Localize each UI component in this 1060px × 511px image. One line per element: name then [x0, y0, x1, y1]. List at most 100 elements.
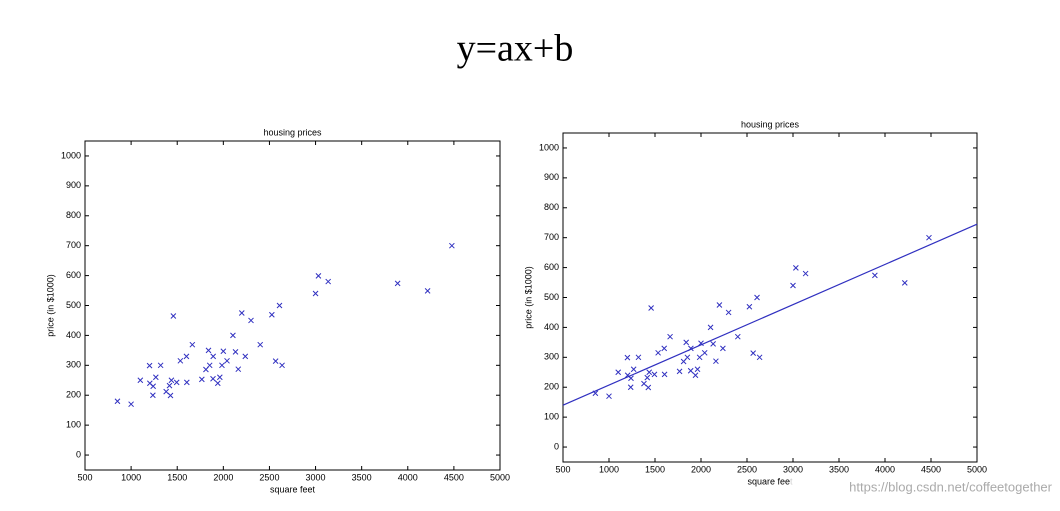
x-tick-label: 5000: [490, 472, 510, 482]
data-point: [206, 362, 213, 369]
x-tick-label: 500: [77, 472, 92, 482]
data-point: [183, 353, 190, 360]
data-point: [701, 349, 708, 356]
data-point: [754, 294, 760, 301]
data-point: [210, 353, 217, 360]
y-tick-label: 200: [66, 390, 81, 400]
y-tick-label: 100: [66, 420, 81, 430]
y-tick-label: 100: [544, 412, 559, 422]
fit-line: [562, 223, 978, 406]
x-tick-label: 2500: [259, 472, 279, 482]
data-point: [166, 382, 173, 389]
plot-area: [562, 132, 978, 463]
data-point: [150, 392, 156, 399]
data-point: [220, 348, 227, 355]
data-point: [146, 380, 153, 387]
x-tick-label: 1500: [167, 472, 187, 482]
y-tick-label: 400: [66, 330, 81, 340]
y-tick-label: 400: [544, 322, 559, 332]
data-point: [152, 374, 159, 381]
y-tick-label: 300: [66, 360, 81, 370]
watermark-bg: [790, 474, 1060, 500]
data-point: [276, 302, 283, 309]
x-tick-label: 2000: [691, 464, 711, 474]
x-tick-label: 4500: [921, 464, 941, 474]
data-point: [725, 309, 732, 316]
data-point: [624, 372, 631, 379]
y-tick-label: 1000: [539, 142, 559, 152]
data-point: [627, 384, 634, 391]
data-point: [128, 401, 134, 408]
x-tick-label: 1000: [121, 472, 141, 482]
x-tick-label: 3500: [352, 472, 372, 482]
data-point: [157, 362, 164, 369]
data-point: [235, 366, 242, 373]
data-point: [687, 367, 694, 374]
data-point: [214, 380, 221, 387]
x-tick-label: 2000: [213, 472, 233, 482]
data-point: [279, 362, 285, 369]
y-tick-label: 700: [66, 240, 81, 250]
data-point: [216, 374, 223, 381]
data-point: [257, 341, 264, 348]
data-point: [692, 372, 699, 379]
data-point: [661, 371, 668, 378]
data-point: [173, 379, 180, 386]
data-point: [926, 234, 932, 241]
data-point: [667, 333, 673, 340]
data-point: [661, 345, 668, 352]
x-tick-label: 4500: [444, 472, 464, 482]
y-tick-label: 600: [544, 262, 559, 272]
data-point: [901, 279, 908, 286]
data-point: [790, 282, 796, 289]
y-tick-label: 800: [544, 202, 559, 212]
data-point: [114, 398, 121, 405]
x-tick-label: 1500: [645, 464, 665, 474]
y-tick-label: 500: [544, 292, 559, 302]
data-point: [630, 366, 637, 373]
data-point: [651, 371, 658, 378]
x-axis-label: square feet: [270, 484, 316, 494]
y-tick-label: 700: [544, 232, 559, 242]
data-point: [219, 362, 225, 369]
y-tick-label: 500: [66, 300, 81, 310]
x-tick-label: 3500: [829, 464, 849, 474]
x-tick-label: 3000: [306, 472, 326, 482]
data-point: [707, 324, 714, 331]
slide-title: y=ax+b: [457, 28, 574, 70]
y-tick-label: 0: [76, 449, 81, 459]
x-tick-label: 500: [555, 464, 570, 474]
data-point: [615, 369, 622, 376]
data-point: [424, 287, 431, 294]
data-point: [232, 349, 239, 355]
data-point: [224, 357, 230, 364]
y-axis-label: price (in $1000): [45, 274, 55, 337]
data-point: [272, 358, 279, 364]
data-point: [694, 366, 701, 373]
data-point: [189, 341, 196, 348]
data-point: [720, 345, 726, 352]
data-point: [802, 270, 809, 277]
data-point: [676, 368, 683, 375]
data-point: [606, 393, 612, 400]
plot-area: [84, 140, 501, 471]
data-point: [248, 317, 254, 324]
data-point: [683, 339, 690, 346]
data-point: [872, 272, 878, 279]
y-tick-label: 200: [544, 382, 559, 392]
x-tick-label: 2500: [737, 464, 757, 474]
y-tick-label: 1000: [61, 150, 81, 160]
data-point: [205, 347, 212, 354]
chart-title: housing prices: [741, 119, 800, 129]
y-tick-label: 900: [544, 172, 559, 182]
data-point: [163, 388, 170, 395]
chart-title: housing prices: [263, 127, 322, 137]
y-axis-label: price (in $1000): [523, 266, 533, 329]
data-point: [746, 303, 753, 310]
data-point: [312, 290, 319, 297]
data-point: [394, 280, 401, 287]
x-tick-label: 1000: [599, 464, 619, 474]
data-point: [641, 380, 647, 387]
y-tick-label: 300: [544, 352, 559, 362]
